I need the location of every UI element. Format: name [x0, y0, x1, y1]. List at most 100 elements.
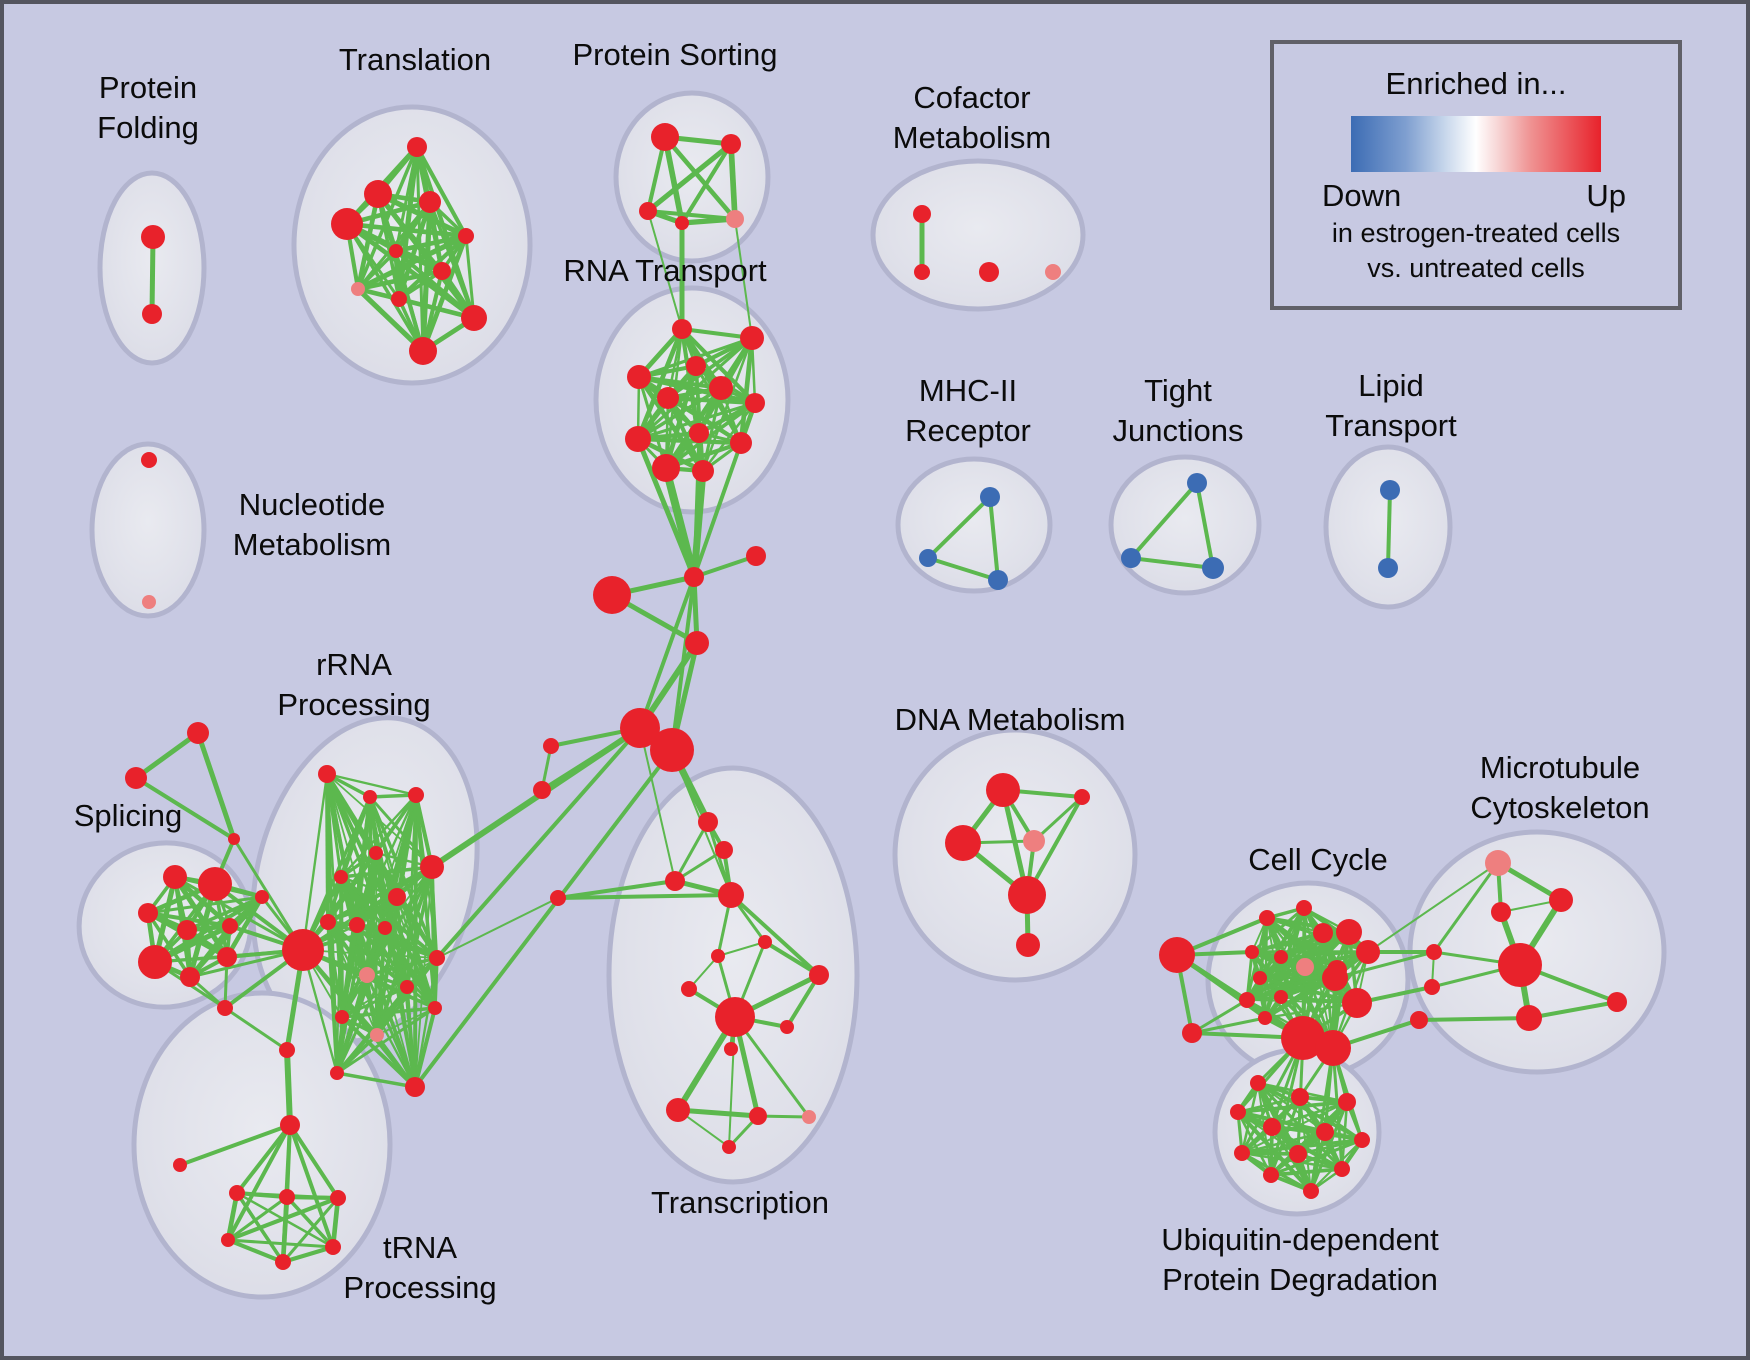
edge	[667, 395, 756, 406]
edge	[330, 1197, 341, 1248]
edge	[340, 794, 417, 878]
cluster-ellipse-dna-metabolism	[892, 727, 1138, 983]
edge	[639, 727, 676, 882]
gene-set-node-cc5	[1356, 940, 1380, 964]
edge	[637, 436, 742, 446]
edge	[428, 201, 476, 319]
gene-set-node-sl3	[138, 903, 158, 923]
edge	[637, 386, 722, 441]
gene-set-node-u6	[1316, 1123, 1334, 1141]
legend-down-label: Down	[1322, 178, 1402, 213]
gene-set-node-tr8	[351, 282, 365, 296]
cluster-label-transcription: Transcription	[651, 1185, 829, 1220]
gene-set-node-ps3	[639, 202, 657, 220]
cluster-label-mhc-ii-receptor: MHC-II	[919, 373, 1017, 408]
edge	[693, 554, 757, 579]
gene-set-node-tt4	[221, 1233, 235, 1247]
cluster-ellipse-transcription	[606, 765, 860, 1185]
gene-set-node-tr3	[419, 191, 441, 213]
gene-set-node-ccl	[1159, 937, 1195, 973]
gene-set-node-hm	[685, 631, 709, 655]
cluster-label-rrna-processing: Processing	[277, 687, 430, 722]
edge	[394, 249, 476, 320]
edge	[717, 941, 766, 957]
gene-set-node-sl7	[222, 918, 238, 934]
nodes-layer	[125, 123, 1627, 1270]
gene-set-node-tt6	[325, 1239, 341, 1255]
edge	[637, 375, 705, 473]
gene-set-node-mtb	[1498, 943, 1542, 987]
labels-layer: Protein Folding Translation Protein Sorting…	[74, 37, 1650, 1305]
edge	[179, 1123, 291, 1167]
cluster-label-tight-junctions: Junctions	[1113, 413, 1244, 448]
edge	[1259, 976, 1358, 1005]
cluster-label-tight-junctions: Tight	[1144, 373, 1212, 408]
edge	[1309, 1047, 1335, 1192]
cluster-ellipse-tight-junctions	[1108, 454, 1262, 596]
edge	[638, 374, 756, 406]
cluster-label-ubiquitin-degradation: Protein Degradation	[1162, 1262, 1438, 1297]
gene-set-node-ccg2	[1315, 1030, 1351, 1066]
gene-set-node-tx7	[681, 981, 697, 997]
edge	[430, 725, 642, 870]
gene-set-node-tr6	[389, 244, 403, 258]
cluster-label-trna-processing: Processing	[343, 1270, 496, 1305]
gene-set-node-tx14	[802, 1110, 816, 1124]
edge	[174, 875, 304, 952]
gene-set-node-tx6	[758, 935, 772, 949]
legend-subline-2: vs. untreated cells	[1367, 253, 1585, 283]
edge	[1432, 862, 1500, 953]
gene-set-node-h0	[620, 708, 660, 748]
edge	[663, 135, 737, 221]
edge	[646, 141, 733, 214]
cluster-label-protein-folding: Folding	[97, 110, 199, 145]
edge	[1264, 1001, 1358, 1020]
gene-set-node-cc11	[1274, 990, 1288, 1004]
gene-set-node-sl1	[163, 865, 187, 889]
edge	[662, 467, 698, 578]
edge	[340, 865, 433, 879]
cluster-label-trna-processing: tRNA	[383, 1230, 457, 1265]
gene-set-node-mtp	[1485, 850, 1511, 876]
edge	[435, 726, 642, 960]
edge	[365, 974, 417, 1088]
edge	[383, 926, 437, 1010]
edge	[134, 776, 236, 841]
gene-set-node-rr17	[429, 950, 445, 966]
gene-set-node-rt6	[657, 387, 679, 409]
legend-gradient-bar	[1351, 116, 1601, 172]
edge	[336, 1071, 416, 1089]
gene-set-node-ps2	[721, 134, 741, 154]
cluster-label-cell-cycle: Cell Cycle	[1248, 842, 1388, 877]
edge	[1245, 951, 1254, 1001]
cluster-label-lipid-transport: Lipid	[1358, 368, 1424, 403]
gene-set-node-tt3	[330, 1190, 346, 1206]
gene-set-node-rr11	[359, 967, 375, 983]
edge	[288, 1123, 340, 1200]
edge	[692, 432, 701, 578]
edge	[1264, 976, 1336, 1020]
cluster-label-nucleotide-metabolism: Nucleotide	[239, 487, 385, 522]
edge	[357, 268, 443, 292]
gene-set-node-rr12	[335, 1010, 349, 1024]
cluster-label-rrna-processing: rRNA	[316, 647, 392, 682]
edge	[356, 287, 425, 353]
gene-set-node-mt1	[1549, 888, 1573, 912]
edge	[405, 794, 418, 988]
gene-set-node-sl10	[217, 1000, 233, 1016]
edge	[284, 1049, 293, 1126]
edge	[336, 1006, 436, 1075]
gene-set-node-rt2	[740, 326, 764, 350]
edge	[146, 912, 192, 978]
gene-set-node-u3	[1338, 1093, 1356, 1111]
cluster-label-mhc-ii-receptor: Receptor	[905, 413, 1031, 448]
gene-set-node-tt_far	[173, 1158, 187, 1172]
gene-set-node-tr10	[461, 305, 487, 331]
edge	[1418, 1016, 1530, 1022]
gene-set-node-lo2	[533, 781, 551, 799]
legend-title: Enriched in...	[1385, 66, 1567, 101]
gene-set-node-tx10	[780, 1020, 794, 1034]
edge	[1129, 481, 1199, 560]
edge	[186, 895, 263, 932]
edge	[415, 146, 468, 237]
